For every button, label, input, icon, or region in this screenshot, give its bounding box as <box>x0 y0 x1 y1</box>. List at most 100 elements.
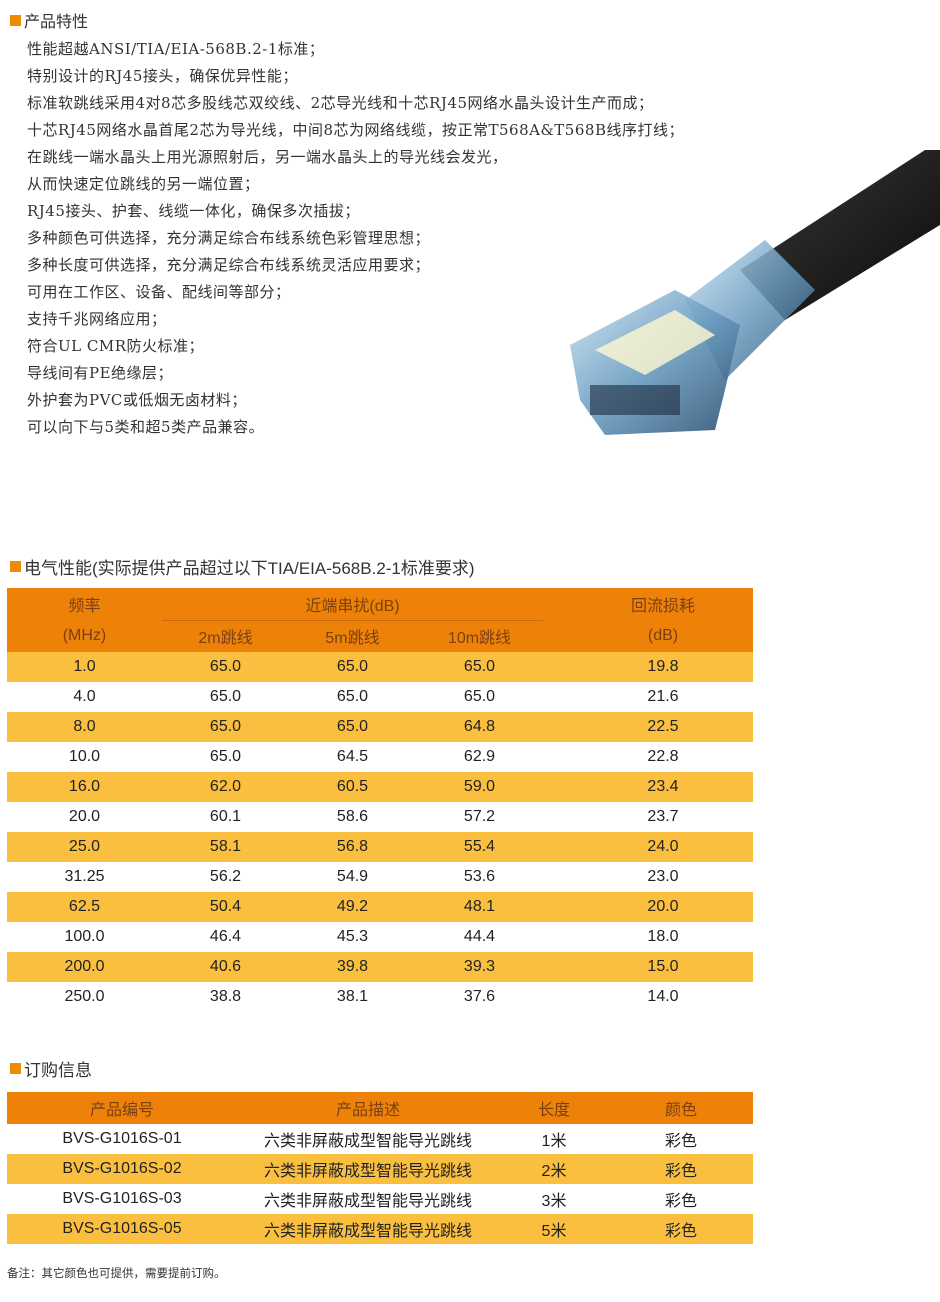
table-cell: 60.5 <box>289 772 416 802</box>
features-title: 产品特性 <box>24 12 89 31</box>
table-cell: 65.0 <box>209 748 242 765</box>
features-heading: 产品特性 <box>10 8 88 32</box>
table-cell: 彩色 <box>609 1154 753 1184</box>
table-row: BVS-G1016S-05 六类非屏蔽成型智能导光跳线 5米 彩色 <box>7 1214 753 1244</box>
table-cell: 18.0 <box>647 928 679 945</box>
feature-item: 性能超越ANSI/TIA/EIA-568B.2-1标准； <box>27 40 325 58</box>
table-cell: 59.0 <box>416 772 543 802</box>
table-cell: 57.2 <box>463 808 496 825</box>
header-return-loss: 回流损耗 <box>573 588 753 620</box>
feature-item: 多种长度可供选择，充分满足综合布线系统灵活应用要求； <box>27 256 431 274</box>
table-cell: 25.0 <box>7 832 162 862</box>
table-cell: 5米 <box>499 1214 609 1244</box>
table-cell: BVS-G1016S-03 <box>62 1190 182 1207</box>
bullet-square-icon <box>10 561 21 572</box>
table-cell: 2米 <box>499 1154 609 1184</box>
table-cell: BVS-G1016S-02 <box>7 1154 237 1184</box>
table-cell: 彩色 <box>664 1133 697 1150</box>
table-cell: 21.6 <box>647 688 679 705</box>
table-cell: 六类非屏蔽成型智能导光跳线 <box>263 1193 472 1210</box>
header-frequency-unit: (MHz) <box>7 620 162 652</box>
feature-item: 在跳线一端水晶头上用光源照射后，另一端水晶头上的导光线会发光， <box>27 148 508 166</box>
table-row: 31.25 56.2 54.9 53.6 23.0 <box>7 862 753 892</box>
table-subheader-row: (MHz) 2m跳线 5m跳线 10m跳线 (dB) <box>7 619 753 652</box>
feature-item: 特别设计的RJ45接头，确保优异性能； <box>27 67 298 85</box>
table-cell: 38.8 <box>209 988 242 1005</box>
electrical-title: 电气性能(实际提供产品超过以下TIA/EIA-568B.2-1标准要求) <box>24 559 475 578</box>
table-cell: 49.2 <box>289 892 416 922</box>
table-row: 8.0 65.0 65.0 64.8 22.5 <box>7 712 753 742</box>
table-cell: 23.0 <box>647 868 679 885</box>
header-product-code: 产品编号 <box>7 1092 237 1124</box>
table-cell: 46.4 <box>209 928 242 945</box>
table-cell: 56.8 <box>289 832 416 862</box>
table-cell: 14.0 <box>647 988 679 1005</box>
table-cell: 64.8 <box>416 712 543 742</box>
header-length: 长度 <box>499 1092 609 1124</box>
table-cell: 1米 <box>541 1133 567 1150</box>
table-row: 200.0 40.6 39.8 39.3 15.0 <box>7 952 753 982</box>
table-cell: 22.5 <box>573 712 753 742</box>
table-row: 4.0 65.0 65.0 65.0 21.6 <box>7 682 753 712</box>
header-color: 颜色 <box>609 1092 753 1124</box>
table-cell: 45.3 <box>336 928 369 945</box>
rj45-plug-image <box>570 150 940 435</box>
table-cell: 31.25 <box>64 868 105 885</box>
table-cell: 24.0 <box>573 832 753 862</box>
table-cell: 20.0 <box>68 808 101 825</box>
table-row: 10.0 65.0 64.5 62.9 22.8 <box>7 742 753 772</box>
table-row: BVS-G1016S-02 六类非屏蔽成型智能导光跳线 2米 彩色 <box>7 1154 753 1184</box>
table-cell: 4.0 <box>73 688 96 705</box>
footnote: 备注：其它颜色也可提供，需要提前订购。 <box>7 1266 226 1280</box>
table-cell: 65.0 <box>463 688 496 705</box>
table-cell: 50.4 <box>162 892 289 922</box>
table-cell: 56.2 <box>209 868 242 885</box>
header-frequency: 频率 <box>7 588 162 620</box>
table-cell: 39.8 <box>289 952 416 982</box>
table-cell: 六类非屏蔽成型智能导光跳线 <box>237 1154 499 1184</box>
table-cell: 65.0 <box>209 688 242 705</box>
table-cell: 48.1 <box>416 892 543 922</box>
table-cell: 64.5 <box>336 748 369 765</box>
feature-item: 多种颜色可供选择，充分满足综合布线系统色彩管理思想； <box>27 229 431 247</box>
table-cell: 16.0 <box>7 772 162 802</box>
feature-item: 标准软跳线采用4对8芯多股线芯双绞线、2芯导光线和十芯RJ45网络水晶头设计生产… <box>27 94 654 112</box>
table-row: BVS-G1016S-01 六类非屏蔽成型智能导光跳线 1米 彩色 <box>7 1124 753 1154</box>
table-cell: 65.0 <box>289 652 416 682</box>
table-cell: 22.8 <box>647 748 679 765</box>
table-cell: 15.0 <box>573 952 753 982</box>
header-return-loss-unit: (dB) <box>573 620 753 652</box>
features-list: 性能超越ANSI/TIA/EIA-568B.2-1标准； 特别设计的RJ45接头，… <box>27 36 684 441</box>
table-cell: 65.0 <box>162 652 289 682</box>
header-next: 近端串扰(dB) <box>162 588 543 620</box>
table-cell: 44.4 <box>463 928 496 945</box>
ordering-table: 产品编号 产品描述 长度 颜色 BVS-G1016S-01 六类非屏蔽成型智能导光… <box>7 1092 753 1244</box>
table-cell: 65.0 <box>162 712 289 742</box>
electrical-heading: 电气性能(实际提供产品超过以下TIA/EIA-568B.2-1标准要求) <box>10 554 475 579</box>
table-header-row: 频率 近端串扰(dB) 回流损耗 <box>7 588 753 620</box>
table-cell: 62.5 <box>7 892 162 922</box>
feature-item: 外护套为PVC或低烟无卤材料； <box>27 391 247 409</box>
bullet-square-icon <box>10 14 21 26</box>
feature-item: 支持千兆网络应用； <box>27 310 167 328</box>
table-cell: 65.0 <box>289 712 416 742</box>
feature-item: RJ45接头、护套、线缆一体化，确保多次插拔； <box>27 202 360 220</box>
table-cell: 彩色 <box>609 1214 753 1244</box>
table-cell: 8.0 <box>7 712 162 742</box>
electrical-performance-table: 频率 近端串扰(dB) 回流损耗 (MHz) 2m跳线 5m跳线 10m跳线 (… <box>7 588 753 1012</box>
table-cell: 19.8 <box>573 652 753 682</box>
feature-item: 可以向下与5类和超5类产品兼容。 <box>27 418 265 436</box>
table-cell: 23.4 <box>573 772 753 802</box>
table-row: 16.0 62.0 60.5 59.0 23.4 <box>7 772 753 802</box>
table-cell: 20.0 <box>573 892 753 922</box>
feature-item: 导线间有PE绝缘层； <box>27 364 174 382</box>
table-cell: 60.1 <box>209 808 242 825</box>
feature-item: 可用在工作区、设备、配线间等部分； <box>27 283 291 301</box>
header-2m: 2m跳线 <box>162 619 289 652</box>
table-cell: 58.6 <box>336 808 369 825</box>
header-5m: 5m跳线 <box>289 619 416 652</box>
table-cell: 38.1 <box>336 988 369 1005</box>
table-cell: 250.0 <box>64 988 105 1005</box>
table-row: BVS-G1016S-03 六类非屏蔽成型智能导光跳线 3米 彩色 <box>7 1184 753 1214</box>
table-cell: 六类非屏蔽成型智能导光跳线 <box>237 1214 499 1244</box>
